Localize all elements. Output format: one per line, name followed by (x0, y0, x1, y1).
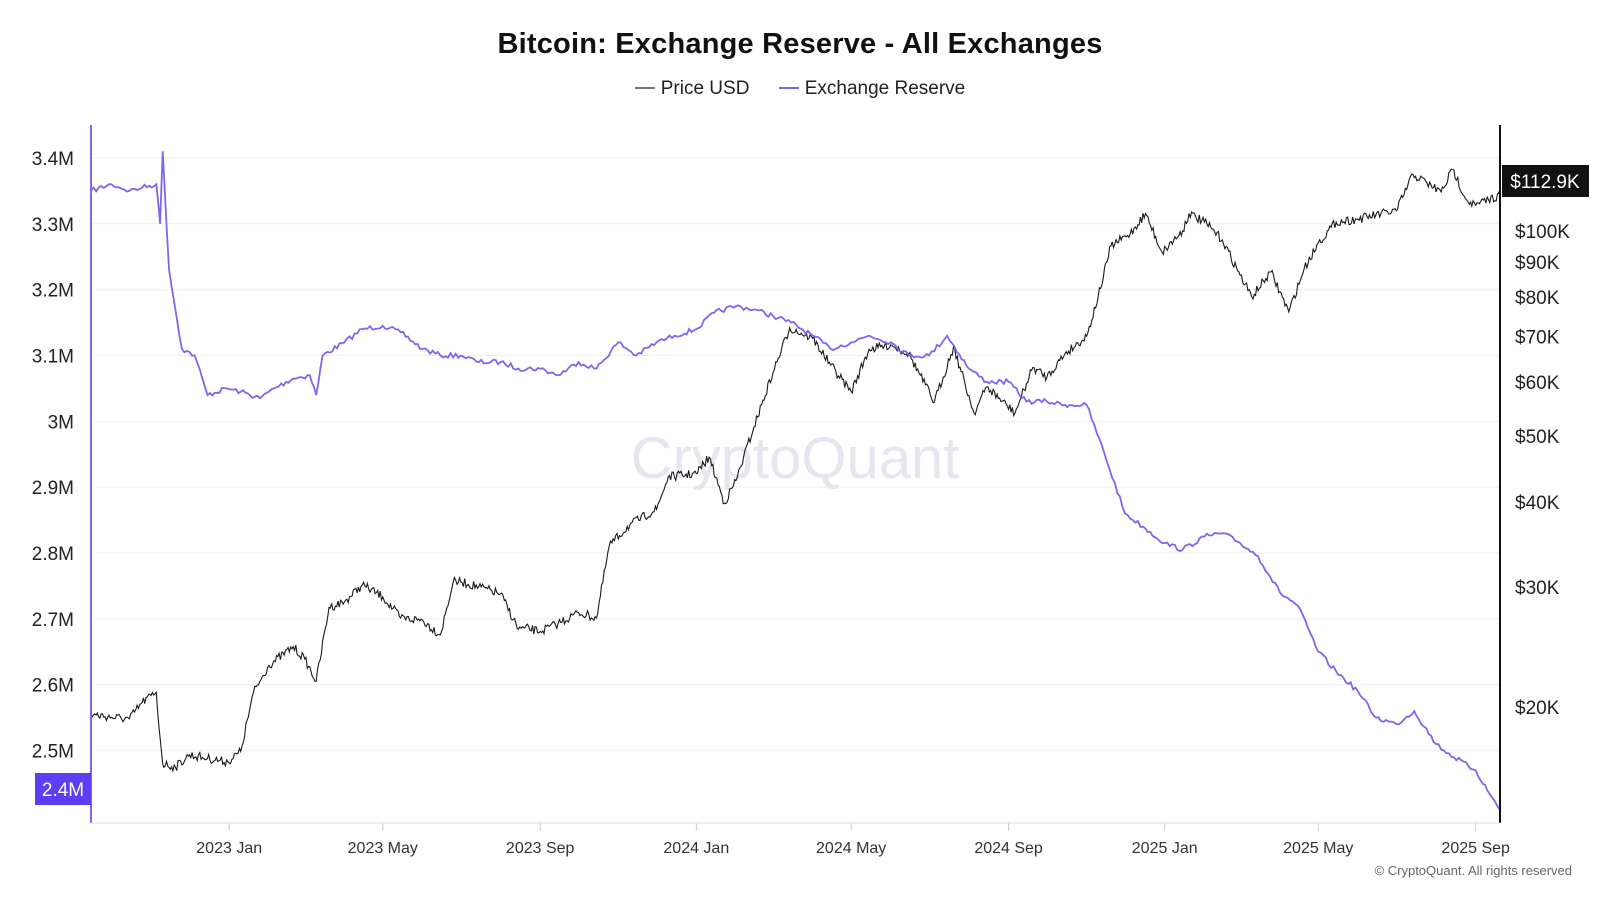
price-usd-line (90, 168, 1501, 773)
right-tick-label: $100K (1515, 222, 1570, 243)
right-tick-label: $50K (1515, 427, 1560, 448)
left-tick-label: 3.3M (32, 215, 74, 236)
left-tick-label: 2.6M (32, 676, 74, 697)
right-tick-label: $30K (1515, 578, 1560, 599)
left-axis-ticks: 3.4M 3.3M 3.2M 3.1M 3M 2.9M 2.8M 2.7M 2.6M 2.5M (32, 149, 74, 763)
left-tick-label: 3.1M (32, 346, 74, 367)
right-tick-label: $20K (1515, 698, 1560, 719)
right-tick-label: $80K (1515, 288, 1560, 309)
left-tick-label: 2.7M (32, 610, 74, 631)
left-tick-label: 3M (48, 412, 74, 433)
left-tick-label: 2.5M (32, 742, 74, 763)
right-tick-label: $60K (1515, 373, 1560, 394)
x-tick-label: 2024 May (816, 840, 886, 857)
legend-item-reserve[interactable]: Exchange Reserve (778, 78, 966, 100)
right-current-label: $112.9K (1510, 172, 1580, 193)
x-tick-label: 2023 May (348, 840, 418, 857)
watermark: CryptoQuant (631, 426, 960, 491)
left-tick-label: 3.2M (32, 281, 74, 302)
right-current-badge: $112.9K (1502, 165, 1589, 197)
x-tick-label: 2024 Sep (974, 840, 1043, 857)
legend-swatch-price (634, 86, 655, 89)
legend-label-reserve: Exchange Reserve (804, 78, 966, 99)
copyright: © CryptoQuant. All rights reserved (1374, 863, 1572, 878)
right-axis-ticks: $100K $90K $80K $70K $60K $50K $40K $30K $20K (1515, 222, 1570, 719)
x-tick-label: 2024 Jan (663, 840, 729, 857)
x-tick-label: 2025 Jan (1132, 840, 1198, 857)
legend: Price USD Exchange Reserve (0, 78, 1600, 100)
legend-swatch-reserve (778, 86, 799, 89)
left-tick-label: 3.4M (32, 149, 74, 170)
exchange-reserve-line (90, 151, 1501, 811)
grid-lines (91, 157, 1500, 752)
chart-title: Bitcoin: Exchange Reserve - All Exchange… (497, 28, 1103, 60)
x-axis-ticks: 2023 Jan 2023 May 2023 Sep 2024 Jan 2024 May… (196, 823, 1510, 857)
legend-label-price: Price USD (660, 78, 750, 99)
legend-item-price[interactable]: Price USD (634, 78, 750, 100)
left-current-label: 2.4M (42, 780, 84, 801)
right-tick-label: $70K (1515, 327, 1560, 348)
left-tick-label: 2.8M (32, 544, 74, 565)
left-tick-label: 2.9M (32, 478, 74, 499)
x-tick-label: 2025 May (1283, 840, 1353, 857)
x-tick-label: 2023 Jan (196, 840, 262, 857)
x-tick-label: 2025 Sep (1441, 840, 1510, 857)
right-tick-label: $90K (1515, 253, 1560, 274)
right-tick-label: $40K (1515, 493, 1560, 514)
x-tick-label: 2023 Sep (506, 840, 575, 857)
left-current-badge: 2.4M (35, 773, 91, 805)
